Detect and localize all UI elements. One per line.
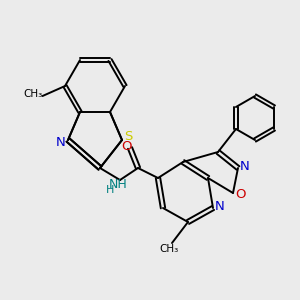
Text: O: O <box>122 140 132 152</box>
Text: NH: NH <box>109 178 128 191</box>
Text: H: H <box>106 185 114 195</box>
Text: CH₃: CH₃ <box>24 89 43 99</box>
Text: S: S <box>124 130 132 142</box>
Text: N: N <box>240 160 250 172</box>
Text: O: O <box>235 188 245 202</box>
Text: N: N <box>56 136 66 148</box>
Text: CH₃: CH₃ <box>159 244 178 254</box>
Text: N: N <box>215 200 225 212</box>
